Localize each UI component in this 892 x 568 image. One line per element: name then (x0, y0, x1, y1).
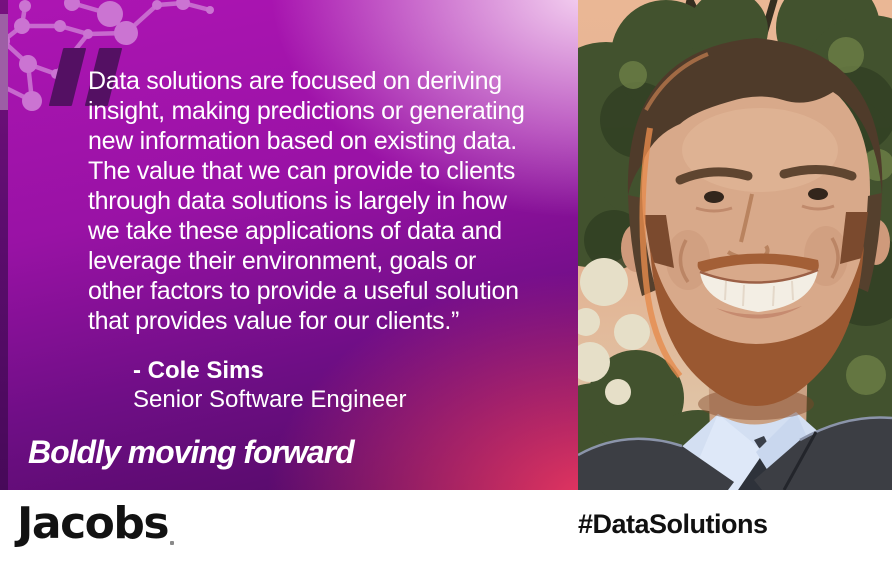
molecule-pattern-icon (0, 0, 214, 111)
tagline: Boldly moving forward (28, 434, 355, 470)
attribution-block: - Cole Sims Senior Software Engineer (133, 356, 407, 414)
left-edge-stripe (0, 0, 8, 490)
attribution-author: - Cole Sims (133, 357, 264, 384)
gradient-quote-panel: Data solutions are focused on deriving i… (0, 0, 578, 490)
quote-text: Data solutions are focused on deriving i… (88, 67, 525, 335)
attribution-role: Senior Software Engineer (133, 386, 407, 413)
trademark-dot-icon (170, 541, 174, 545)
footer-bar (0, 490, 892, 568)
hashtag-text: #DataSolutions (578, 509, 768, 539)
portrait-photo (578, 0, 892, 490)
jacobs-logo: Jacobs (17, 498, 170, 549)
left-edge-stripe-accent (0, 14, 8, 110)
